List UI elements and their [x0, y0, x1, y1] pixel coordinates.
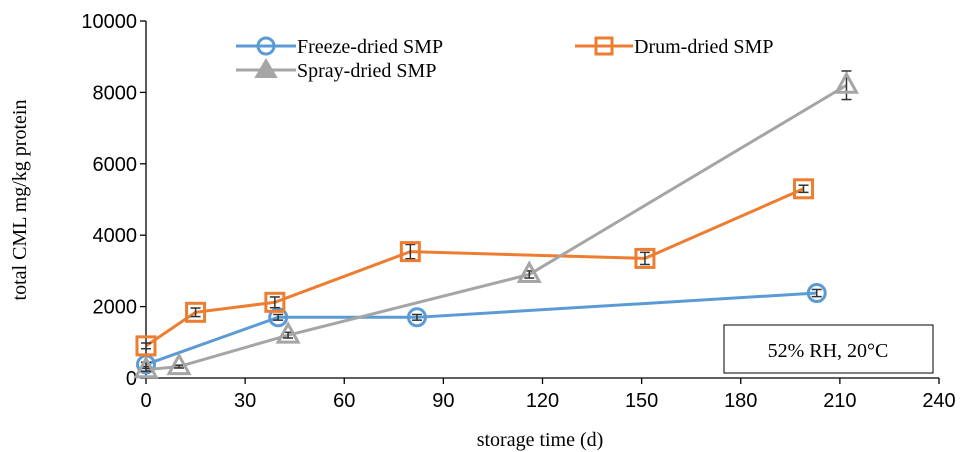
data-point — [264, 291, 286, 313]
annotation-box: 52% RH, 20°C — [723, 324, 934, 374]
x-tick-label: 60 — [333, 390, 355, 412]
data-point — [166, 352, 192, 376]
error-bar — [411, 313, 422, 321]
error-bar — [273, 313, 284, 321]
legend-label-spray-dried: Spray-dried SMP — [297, 60, 436, 82]
legend-label-drum-dried: Drum-dried SMP — [634, 36, 773, 58]
data-point — [806, 283, 827, 304]
legend-marker-triangle — [254, 58, 278, 78]
legend-item-drum-dried: Drum-dried SMP — [575, 36, 773, 58]
y-tick-label: 8000 — [93, 82, 138, 104]
x-tick-label: 150 — [625, 390, 658, 412]
data-point — [516, 260, 542, 283]
data-point — [185, 301, 207, 323]
error-bar — [190, 307, 201, 318]
error-bar — [798, 184, 809, 194]
x-tick-label: 90 — [432, 390, 454, 412]
error-bar — [811, 288, 822, 298]
data-point — [793, 178, 815, 200]
y-tick-label: 6000 — [93, 154, 138, 176]
data-point — [275, 321, 301, 344]
x-ticks: 0 30 60 90 120 150 180 210 240 — [140, 378, 956, 412]
data-point — [268, 307, 289, 328]
data-point — [399, 241, 421, 263]
x-tick-label: 120 — [526, 390, 559, 412]
error-bar — [174, 364, 185, 369]
data-point — [833, 71, 860, 94]
y-ticks: 0 2000 4000 6000 8000 10000 — [81, 11, 146, 390]
y-axis-title: total CML mg/kg protein — [9, 100, 31, 301]
x-tick-label: 210 — [823, 390, 856, 412]
error-bar — [141, 342, 151, 350]
x-tick-label: 30 — [234, 390, 256, 412]
legend-item-spray-dried: Spray-dried SMP — [236, 58, 436, 82]
y-tick-label: 2000 — [93, 297, 138, 319]
legend-item-freeze-dried: Freeze-dried SMP — [236, 36, 443, 58]
series-freeze-dried-smp — [136, 283, 827, 375]
data-point — [135, 335, 157, 357]
data-point — [634, 247, 656, 269]
series-drum-dried-smp — [135, 178, 815, 357]
data-point — [133, 355, 159, 379]
y-tick-label: 0 — [126, 368, 137, 390]
y-tick-label: 10000 — [81, 11, 137, 33]
y-tick-label: 4000 — [93, 225, 138, 247]
error-bar — [639, 251, 650, 266]
x-axis-title: storage time (d) — [477, 429, 604, 451]
annotation-text: 52% RH, 20°C — [768, 340, 889, 362]
plot-area — [133, 70, 860, 379]
x-tick-label: 240 — [922, 390, 955, 412]
error-bar — [141, 367, 151, 372]
data-point — [406, 307, 427, 328]
series-line — [145, 187, 805, 348]
legend-marker-square — [594, 36, 614, 56]
series-spray-dried-smp — [133, 70, 860, 379]
error-bar — [269, 296, 280, 309]
legend: Freeze-dried SMP Drum-dried SMP Spray-dr… — [236, 36, 773, 82]
x-tick-label: 180 — [724, 390, 757, 412]
legend-marker-circle — [256, 36, 276, 56]
legend-label-freeze-dried: Freeze-dried SMP — [297, 36, 443, 58]
x-tick-label: 0 — [140, 390, 151, 412]
series-line — [145, 291, 817, 366]
error-bar — [405, 243, 416, 260]
